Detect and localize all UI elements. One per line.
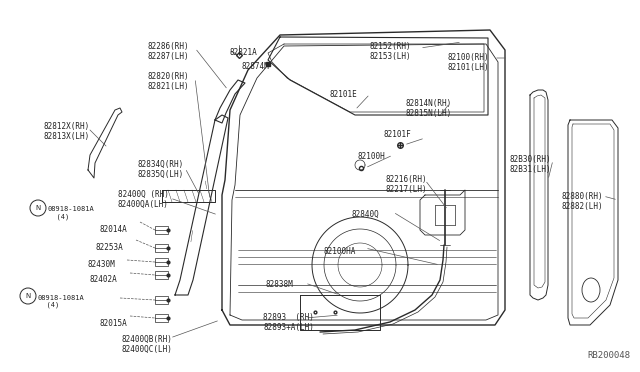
Text: 82100(RH)
82101(LH): 82100(RH) 82101(LH): [448, 53, 490, 73]
Bar: [155, 271, 168, 279]
Text: 82814N(RH)
82815N(LH): 82814N(RH) 82815N(LH): [406, 99, 452, 118]
Text: 82840Q: 82840Q: [352, 210, 380, 219]
Text: 08918-1081A
  (4): 08918-1081A (4): [38, 295, 84, 308]
Text: N: N: [35, 205, 40, 211]
Text: 82430M: 82430M: [87, 260, 115, 269]
Text: 82874M: 82874M: [241, 62, 269, 71]
Bar: [155, 226, 168, 234]
Text: 82B30(RH)
82B31(LH): 82B30(RH) 82B31(LH): [510, 155, 552, 174]
Text: 08918-1081A
  (4): 08918-1081A (4): [48, 206, 95, 219]
Text: 82253A: 82253A: [96, 243, 124, 252]
Text: 82216(RH)
82217(LH): 82216(RH) 82217(LH): [386, 175, 428, 195]
Text: 82015A: 82015A: [100, 319, 128, 328]
Text: 82893  (RH)
82893+A(LH): 82893 (RH) 82893+A(LH): [263, 313, 314, 333]
Text: 82402A: 82402A: [90, 275, 118, 284]
Text: 82820(RH)
82821(LH): 82820(RH) 82821(LH): [147, 72, 189, 92]
Text: 82400QB(RH)
82400QC(LH): 82400QB(RH) 82400QC(LH): [122, 335, 173, 355]
Text: 82812X(RH)
82813X(LH): 82812X(RH) 82813X(LH): [43, 122, 89, 141]
Text: 82834Q(RH)
82835Q(LH): 82834Q(RH) 82835Q(LH): [138, 160, 184, 179]
Text: 82400Q (RH)
82400QA(LH): 82400Q (RH) 82400QA(LH): [118, 190, 169, 209]
Text: 82100HA: 82100HA: [323, 247, 355, 256]
Bar: [155, 244, 168, 252]
Text: 82101F: 82101F: [383, 130, 411, 139]
Text: 82152(RH)
82153(LH): 82152(RH) 82153(LH): [370, 42, 412, 61]
Text: 82838M: 82838M: [265, 280, 292, 289]
Text: 82014A: 82014A: [100, 225, 128, 234]
Text: 82821A: 82821A: [230, 48, 258, 57]
Text: N: N: [26, 293, 31, 299]
Text: 82286(RH)
82287(LH): 82286(RH) 82287(LH): [147, 42, 189, 61]
Text: 82100H: 82100H: [357, 152, 385, 161]
Bar: [155, 296, 168, 304]
Text: 82880(RH)
82882(LH): 82880(RH) 82882(LH): [561, 192, 603, 211]
Text: RB200048: RB200048: [587, 351, 630, 360]
Text: 82101E: 82101E: [330, 90, 358, 99]
Bar: [155, 314, 168, 322]
Bar: [155, 258, 168, 266]
